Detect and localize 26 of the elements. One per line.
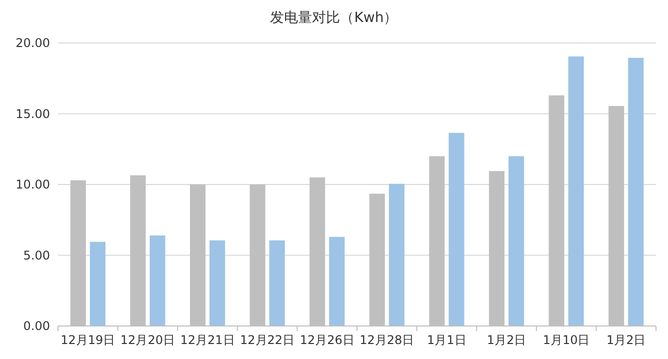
x-tick-label: 12月26日	[300, 333, 354, 347]
bar	[448, 132, 464, 326]
x-tick-label: 1月10日	[542, 333, 590, 347]
x-tick-label: 1月2日	[486, 333, 526, 347]
x-tick-label: 12月21日	[180, 333, 235, 347]
y-tick-label: 10.00	[16, 178, 50, 192]
bar	[508, 156, 524, 326]
y-tick-label: 5.00	[23, 248, 50, 262]
x-tick-label: 1月1日	[427, 333, 466, 347]
x-tick-label: 12月20日	[120, 333, 175, 347]
x-tick-label: 1月2日	[606, 333, 646, 347]
y-tick-label: 15.00	[16, 106, 50, 121]
y-tick-label: 0.00	[23, 319, 50, 334]
bar	[210, 240, 226, 326]
chart-title: 发电量对比（Kwh）	[270, 10, 398, 26]
x-tick-label: 12月19日	[60, 333, 116, 347]
bar	[150, 235, 166, 326]
x-tick-label: 12月28日	[360, 333, 414, 347]
bar	[90, 242, 106, 326]
bar	[329, 236, 345, 326]
x-tick-label: 12月22日	[240, 333, 295, 347]
bar	[269, 240, 285, 326]
bar	[568, 56, 584, 326]
bar	[388, 184, 404, 326]
y-tick-label: 20.00	[16, 36, 50, 50]
bar	[628, 58, 644, 326]
